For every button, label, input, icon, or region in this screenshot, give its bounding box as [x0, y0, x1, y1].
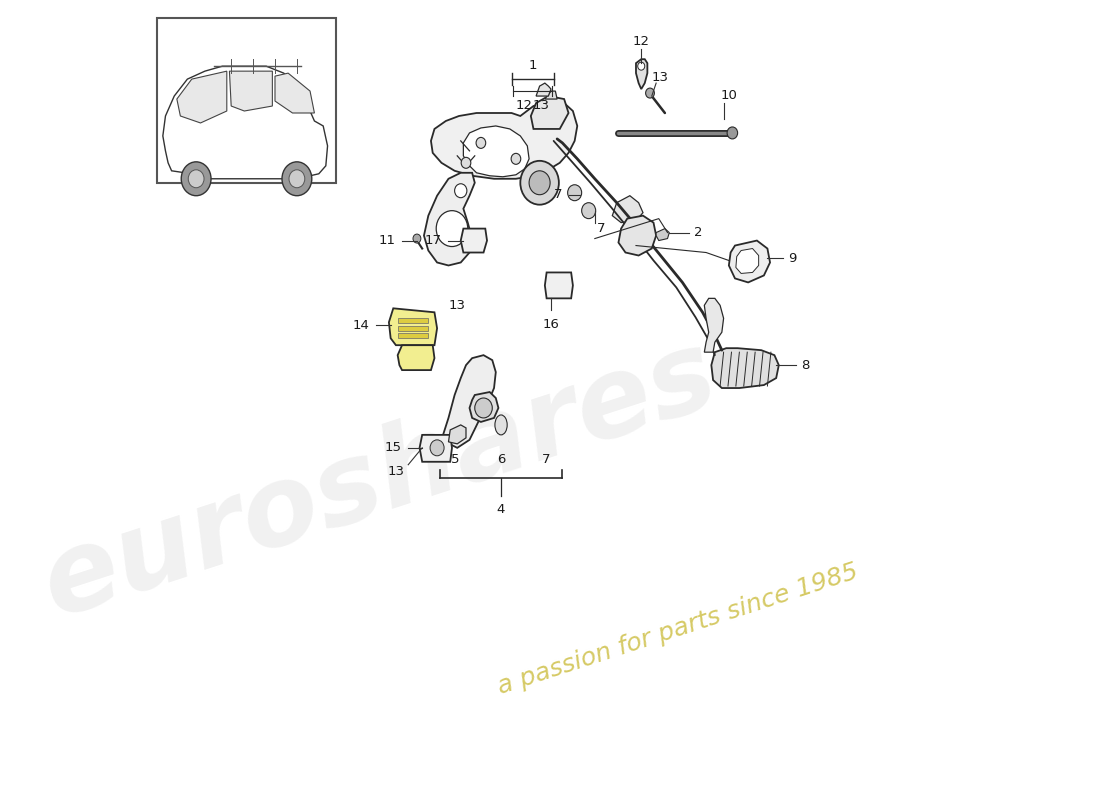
- Circle shape: [582, 202, 596, 218]
- Circle shape: [529, 170, 550, 194]
- Circle shape: [282, 162, 311, 196]
- Circle shape: [646, 88, 654, 98]
- Polygon shape: [389, 308, 437, 345]
- Polygon shape: [230, 71, 273, 111]
- Circle shape: [430, 440, 444, 456]
- Polygon shape: [544, 273, 573, 298]
- Text: 13: 13: [449, 299, 465, 312]
- Text: 13: 13: [387, 466, 405, 478]
- Polygon shape: [424, 173, 475, 266]
- Circle shape: [520, 161, 559, 205]
- Text: 8: 8: [801, 358, 810, 372]
- Text: 2: 2: [694, 226, 702, 239]
- Circle shape: [476, 138, 486, 148]
- Polygon shape: [398, 345, 434, 370]
- Polygon shape: [544, 91, 557, 99]
- Bar: [156, 18, 337, 182]
- Polygon shape: [636, 59, 648, 89]
- Circle shape: [437, 210, 468, 246]
- Polygon shape: [656, 229, 669, 241]
- Text: 12: 12: [515, 98, 532, 111]
- Text: 7: 7: [554, 188, 562, 202]
- Ellipse shape: [495, 415, 507, 435]
- Text: 7: 7: [542, 453, 551, 466]
- Polygon shape: [729, 241, 770, 282]
- Text: 1: 1: [528, 58, 537, 72]
- Polygon shape: [441, 355, 496, 448]
- Text: euroshares: euroshares: [30, 320, 730, 639]
- Circle shape: [412, 234, 421, 243]
- Bar: [398, 318, 428, 323]
- Polygon shape: [618, 216, 656, 255]
- Circle shape: [475, 398, 493, 418]
- Text: 16: 16: [542, 318, 560, 331]
- Circle shape: [512, 154, 520, 164]
- Polygon shape: [275, 73, 315, 113]
- Polygon shape: [449, 425, 466, 444]
- Polygon shape: [463, 126, 529, 177]
- Circle shape: [568, 185, 582, 201]
- Text: 4: 4: [497, 502, 505, 516]
- Bar: [398, 333, 428, 338]
- Bar: [398, 326, 428, 331]
- Text: 17: 17: [425, 234, 441, 247]
- Text: 6: 6: [497, 453, 505, 466]
- Polygon shape: [470, 392, 498, 422]
- Circle shape: [638, 62, 645, 70]
- Text: 7: 7: [596, 222, 605, 235]
- Circle shape: [289, 170, 305, 188]
- Polygon shape: [736, 249, 759, 274]
- Circle shape: [461, 158, 471, 168]
- Polygon shape: [712, 348, 779, 388]
- Text: 15: 15: [385, 442, 402, 454]
- Polygon shape: [531, 96, 569, 129]
- Circle shape: [727, 127, 738, 139]
- Polygon shape: [704, 298, 724, 352]
- Text: 5: 5: [451, 453, 460, 466]
- Polygon shape: [461, 229, 487, 253]
- Text: 11: 11: [378, 234, 396, 247]
- Circle shape: [454, 184, 466, 198]
- Polygon shape: [431, 101, 578, 178]
- Polygon shape: [419, 435, 452, 462]
- Text: 14: 14: [353, 318, 370, 332]
- Text: a passion for parts since 1985: a passion for parts since 1985: [495, 559, 861, 699]
- Polygon shape: [536, 83, 551, 96]
- Polygon shape: [177, 71, 227, 123]
- Circle shape: [182, 162, 211, 196]
- Text: 10: 10: [720, 89, 737, 102]
- Polygon shape: [613, 196, 644, 222]
- Text: 13: 13: [532, 98, 550, 111]
- Text: 9: 9: [789, 252, 796, 265]
- Circle shape: [188, 170, 204, 188]
- Text: 13: 13: [652, 70, 669, 84]
- Text: 12: 12: [632, 34, 650, 48]
